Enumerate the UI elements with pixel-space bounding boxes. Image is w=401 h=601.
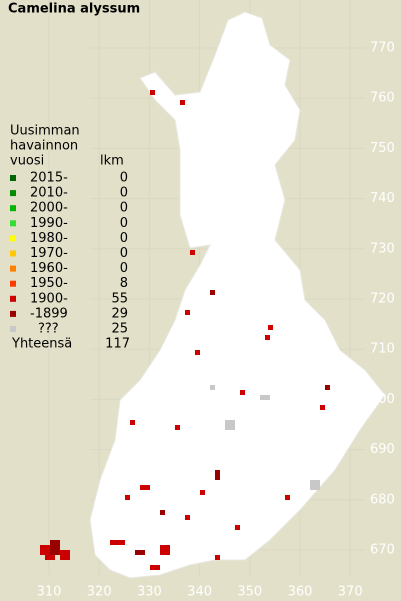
x-tick-label: 360 bbox=[288, 585, 313, 600]
legend-label: 1970- bbox=[30, 246, 68, 261]
record bbox=[60, 550, 70, 560]
legend-label: 2010- bbox=[30, 186, 68, 201]
record bbox=[135, 550, 145, 555]
legend-count: 25 bbox=[111, 322, 128, 337]
legend-swatch bbox=[10, 310, 16, 317]
record bbox=[215, 555, 220, 560]
legend-swatch bbox=[10, 235, 16, 242]
legend-header: vuosi bbox=[10, 154, 44, 169]
y-tick-label: 730 bbox=[370, 241, 395, 256]
record bbox=[215, 470, 220, 480]
legend-label: 2000- bbox=[30, 201, 68, 216]
legend-label: 1960- bbox=[30, 261, 68, 276]
record bbox=[175, 425, 180, 430]
legend-label: -1899 bbox=[30, 306, 68, 321]
legend-label: 1980- bbox=[30, 231, 68, 246]
record bbox=[268, 325, 273, 330]
record bbox=[110, 540, 125, 545]
title: Camelina alyssum bbox=[8, 2, 140, 17]
record bbox=[200, 490, 205, 495]
record bbox=[150, 565, 160, 570]
legend-swatch bbox=[10, 220, 16, 227]
record bbox=[160, 545, 170, 555]
record bbox=[225, 420, 235, 430]
legend-swatch bbox=[10, 190, 16, 197]
legend-swatch bbox=[10, 280, 16, 287]
record bbox=[235, 525, 240, 530]
legend-count: 0 bbox=[120, 231, 128, 246]
y-tick-label: 720 bbox=[370, 292, 395, 307]
x-tick-label: 330 bbox=[137, 585, 162, 600]
y-tick-label: 710 bbox=[370, 342, 395, 357]
legend-count: 8 bbox=[120, 276, 128, 291]
legend-swatch bbox=[10, 250, 16, 257]
y-tick-label: 760 bbox=[370, 91, 395, 106]
legend-swatch bbox=[10, 205, 16, 212]
legend-count: 0 bbox=[120, 216, 128, 231]
legend-label: 1900- bbox=[30, 291, 68, 306]
total-count: 117 bbox=[105, 337, 130, 352]
record bbox=[45, 555, 55, 560]
record bbox=[325, 385, 330, 390]
legend-swatch bbox=[10, 265, 16, 272]
x-tick-label: 350 bbox=[237, 585, 262, 600]
record bbox=[285, 495, 290, 500]
legend-label: 2015- bbox=[30, 171, 68, 186]
y-tick-label: 690 bbox=[370, 442, 395, 457]
record bbox=[160, 510, 165, 515]
legend-count: 0 bbox=[120, 186, 128, 201]
legend-swatch bbox=[10, 295, 16, 302]
legend-header: Uusimman bbox=[10, 124, 80, 139]
legend-swatch bbox=[10, 175, 16, 181]
record bbox=[150, 90, 155, 95]
legend-label: 1990- bbox=[30, 216, 68, 231]
record bbox=[50, 540, 60, 555]
legend-count: 29 bbox=[111, 306, 128, 321]
record bbox=[180, 100, 185, 105]
y-tick-label: 740 bbox=[370, 191, 395, 206]
x-tick-label: 310 bbox=[37, 585, 62, 600]
occurrences bbox=[40, 90, 330, 570]
y-tick-label: 670 bbox=[370, 543, 395, 558]
record bbox=[260, 395, 270, 400]
record bbox=[190, 250, 195, 255]
record bbox=[210, 385, 215, 390]
record bbox=[130, 420, 135, 425]
record bbox=[310, 480, 320, 490]
x-tick-label: 340 bbox=[187, 585, 212, 600]
record bbox=[210, 290, 215, 295]
legend-count: 0 bbox=[120, 201, 128, 216]
total-label: Yhteensä bbox=[11, 337, 72, 352]
record bbox=[195, 350, 200, 355]
y-tick-label: 700 bbox=[370, 392, 395, 407]
legend-count: 0 bbox=[120, 261, 128, 276]
legend-label: ??? bbox=[38, 322, 59, 337]
legend-count: 0 bbox=[120, 246, 128, 261]
legend-swatch bbox=[10, 326, 16, 332]
record bbox=[40, 545, 50, 555]
legend-count: 55 bbox=[111, 291, 128, 306]
record bbox=[240, 390, 245, 395]
legend-label: 1950- bbox=[30, 276, 68, 291]
record bbox=[140, 485, 150, 490]
record bbox=[320, 405, 325, 410]
x-tick-label: 370 bbox=[338, 585, 363, 600]
finland-outline bbox=[89, 11, 386, 579]
legend-count: 0 bbox=[120, 171, 128, 186]
y-tick-label: 750 bbox=[370, 141, 395, 156]
record bbox=[185, 310, 190, 315]
record bbox=[125, 495, 130, 500]
y-tick-label: 770 bbox=[370, 41, 395, 56]
legend-count-header: lkm bbox=[100, 154, 124, 169]
x-tick-label: 320 bbox=[87, 585, 112, 600]
record bbox=[185, 515, 190, 520]
legend-header: havainnon bbox=[10, 139, 78, 154]
record bbox=[265, 335, 270, 340]
y-tick-label: 680 bbox=[370, 492, 395, 507]
